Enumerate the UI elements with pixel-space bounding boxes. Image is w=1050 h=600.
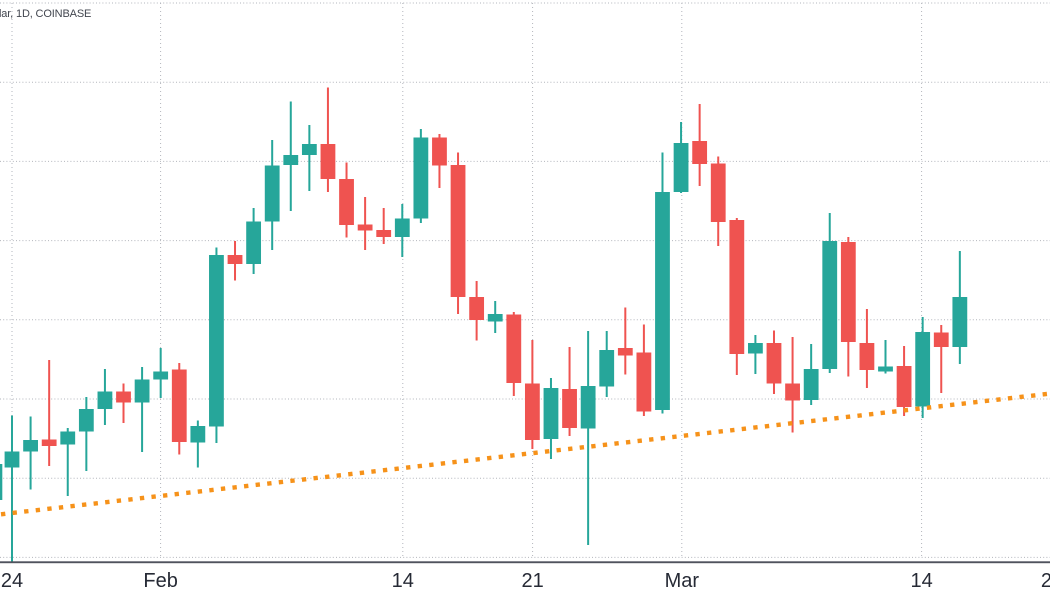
svg-text:lar, 1D, COINBASE: lar, 1D, COINBASE (0, 8, 91, 20)
svg-text:21: 21 (1041, 570, 1050, 592)
svg-text:24: 24 (1, 570, 23, 592)
svg-text:Feb: Feb (143, 570, 177, 592)
svg-text:14: 14 (392, 570, 414, 592)
svg-text:Mar: Mar (665, 570, 700, 592)
svg-text:21: 21 (521, 570, 543, 592)
svg-text:14: 14 (910, 570, 932, 592)
